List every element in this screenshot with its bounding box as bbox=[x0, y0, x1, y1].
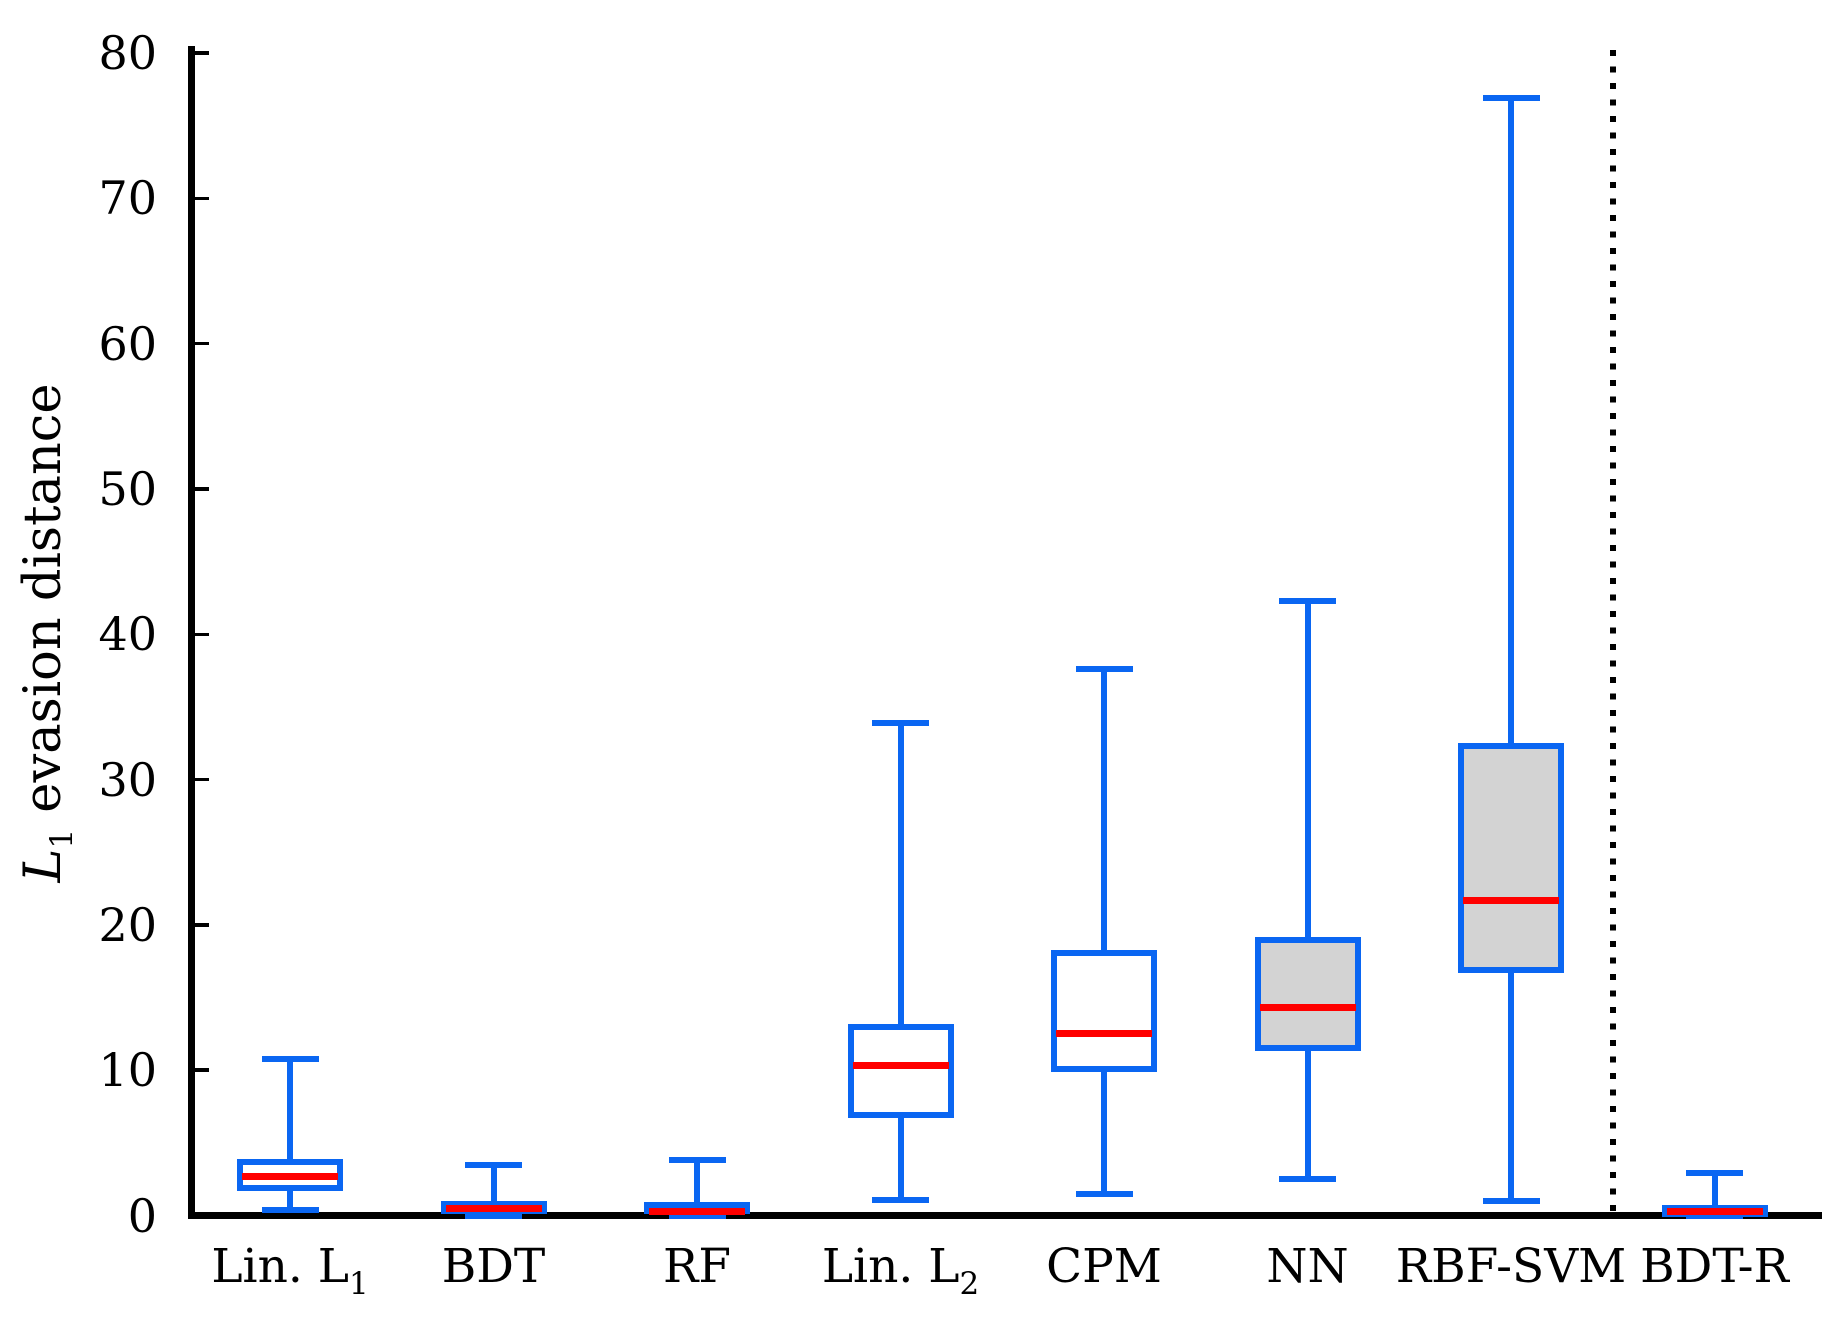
y-axis-label: L1 evasion distance bbox=[14, 383, 80, 882]
whisker-cap-lower bbox=[261, 1206, 319, 1213]
box-whisker-upper bbox=[1508, 98, 1514, 744]
whisker-cap-upper bbox=[465, 1161, 522, 1168]
x-tick-label-main: BDT-R bbox=[1640, 1239, 1789, 1294]
x-tick-label-main: RF bbox=[663, 1239, 731, 1294]
x-tick-label-main: BDT bbox=[441, 1239, 546, 1294]
box-whisker-upper bbox=[1304, 600, 1311, 937]
whisker-cap-lower bbox=[1482, 1197, 1540, 1204]
whisker-cap-lower bbox=[668, 1212, 726, 1219]
median-line bbox=[1463, 896, 1559, 904]
whisker-cap-upper bbox=[1482, 95, 1540, 102]
box-whisker-lower bbox=[1101, 1071, 1107, 1194]
x-tick-label-main: Lin. L bbox=[821, 1239, 960, 1294]
whisker-cap-lower bbox=[872, 1196, 929, 1203]
y-tick-mark bbox=[188, 51, 209, 55]
whisker-cap-upper bbox=[872, 719, 929, 726]
box-whisker-upper bbox=[897, 722, 904, 1024]
y-tick-label: 50 bbox=[98, 461, 157, 516]
x-tick-label-subscript: 1 bbox=[348, 1266, 369, 1302]
whisker-cap-upper bbox=[261, 1055, 319, 1062]
x-axis-spine bbox=[188, 1212, 1822, 1219]
y-tick-label: 10 bbox=[98, 1043, 157, 1098]
y-tick-label: 30 bbox=[98, 752, 157, 807]
y-tick-mark bbox=[188, 632, 209, 636]
x-tick-label: BDT bbox=[442, 1240, 546, 1294]
y-axis-label-subscript: 1 bbox=[44, 828, 80, 849]
median-line bbox=[852, 1062, 949, 1070]
x-tick-label: NN bbox=[1266, 1240, 1348, 1294]
x-tick-label-main: CPM bbox=[1046, 1239, 1162, 1294]
separator-dotted-line bbox=[1610, 50, 1616, 1216]
y-tick-label: 80 bbox=[98, 26, 157, 80]
box bbox=[1051, 949, 1157, 1072]
box-whisker-upper bbox=[1101, 669, 1107, 950]
whisker-cap-upper bbox=[1279, 597, 1336, 604]
box-whisker-lower bbox=[897, 1118, 904, 1200]
box-whisker-upper bbox=[694, 1159, 700, 1202]
median-line bbox=[1259, 1004, 1356, 1012]
y-axis-label-rest: evasion distance bbox=[14, 383, 73, 829]
median-line bbox=[242, 1172, 338, 1180]
median-line bbox=[1666, 1208, 1763, 1216]
y-tick-mark bbox=[188, 923, 209, 927]
y-tick-label: 40 bbox=[98, 607, 157, 662]
box-whisker-lower bbox=[1304, 1051, 1311, 1180]
y-tick-mark bbox=[188, 1213, 209, 1218]
x-tick-label: CPM bbox=[1046, 1240, 1162, 1294]
x-tick-label: Lin. L1 bbox=[211, 1240, 368, 1311]
y-tick-mark bbox=[188, 196, 209, 201]
whisker-cap-lower bbox=[1075, 1190, 1133, 1197]
box-whisker-upper bbox=[1711, 1173, 1718, 1206]
box-whisker-lower bbox=[1508, 972, 1514, 1201]
y-axis-label-italic: L bbox=[14, 848, 73, 883]
y-tick-mark bbox=[188, 777, 209, 782]
y-tick-mark bbox=[188, 487, 209, 491]
y-tick-label: 70 bbox=[98, 171, 157, 226]
whisker-cap-upper bbox=[668, 1156, 726, 1163]
y-tick-label: 0 bbox=[127, 1188, 157, 1243]
x-tick-label: BDT-R bbox=[1640, 1240, 1789, 1294]
whisker-cap-upper bbox=[1075, 666, 1133, 673]
y-tick-label: 60 bbox=[98, 316, 157, 371]
whisker-cap-lower bbox=[465, 1212, 522, 1219]
x-tick-label: Lin. L2 bbox=[822, 1240, 979, 1311]
x-tick-label: RF bbox=[663, 1240, 731, 1294]
y-tick-mark bbox=[188, 1068, 209, 1072]
x-tick-label: RBF-SVM bbox=[1396, 1240, 1627, 1294]
box bbox=[1254, 936, 1361, 1052]
median-line bbox=[445, 1205, 542, 1213]
median-line bbox=[649, 1207, 745, 1215]
whisker-cap-lower bbox=[1279, 1176, 1336, 1183]
box bbox=[847, 1023, 954, 1119]
box-whisker-lower bbox=[287, 1190, 293, 1210]
y-tick-mark bbox=[188, 341, 209, 346]
box-whisker-upper bbox=[490, 1164, 497, 1201]
x-tick-label-main: NN bbox=[1266, 1239, 1349, 1294]
median-line bbox=[1056, 1030, 1152, 1038]
y-tick-label: 20 bbox=[98, 897, 157, 952]
x-tick-label-main: RBF-SVM bbox=[1395, 1239, 1627, 1294]
x-tick-label-main: Lin. L bbox=[211, 1239, 349, 1294]
box bbox=[1458, 743, 1564, 973]
x-tick-label-subscript: 2 bbox=[959, 1266, 980, 1302]
box-whisker-upper bbox=[287, 1058, 293, 1159]
whisker-cap-upper bbox=[1686, 1170, 1743, 1177]
